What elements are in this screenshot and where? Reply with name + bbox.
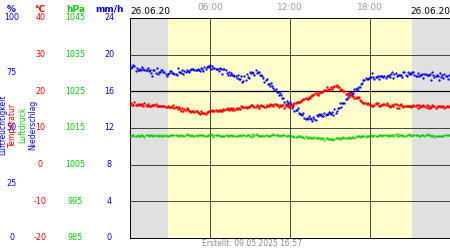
Text: 18:00: 18:00 <box>357 3 383 12</box>
Text: 1045: 1045 <box>65 14 86 22</box>
Text: -10: -10 <box>34 197 47 206</box>
Bar <box>412 18 450 238</box>
Text: Niederschlag: Niederschlag <box>29 100 38 150</box>
Text: mm/h: mm/h <box>95 4 123 14</box>
Text: 8: 8 <box>107 160 112 169</box>
Text: 50: 50 <box>7 124 17 132</box>
Text: hPa: hPa <box>66 4 85 14</box>
Text: 26.06.20: 26.06.20 <box>130 7 170 16</box>
Text: Luftdruck: Luftdruck <box>18 107 27 143</box>
Text: 20: 20 <box>35 87 45 96</box>
Text: 985: 985 <box>68 234 83 242</box>
Text: 100: 100 <box>4 14 19 22</box>
Text: 25: 25 <box>7 178 17 188</box>
Text: 1025: 1025 <box>65 87 86 96</box>
Text: 75: 75 <box>7 68 17 78</box>
Text: 1035: 1035 <box>65 50 86 59</box>
Text: 0: 0 <box>107 234 112 242</box>
Text: -20: -20 <box>34 234 47 242</box>
Bar <box>168 18 412 238</box>
Text: 10: 10 <box>35 124 45 132</box>
Text: 24: 24 <box>104 14 114 22</box>
Text: 12: 12 <box>104 124 114 132</box>
Text: 20: 20 <box>104 50 114 59</box>
Text: 0: 0 <box>9 234 14 242</box>
Text: 40: 40 <box>35 14 45 22</box>
Text: 30: 30 <box>35 50 45 59</box>
Text: 0: 0 <box>38 160 43 169</box>
Text: 4: 4 <box>107 197 112 206</box>
Text: °C: °C <box>35 4 46 14</box>
Text: 1005: 1005 <box>65 160 86 169</box>
Text: 16: 16 <box>104 87 114 96</box>
Text: Luftfeuchtigkeit: Luftfeuchtigkeit <box>0 95 8 155</box>
Text: 12:00: 12:00 <box>277 3 303 12</box>
Text: Erstellt: 09.05.2025 16:57: Erstellt: 09.05.2025 16:57 <box>202 240 302 248</box>
Text: 1015: 1015 <box>65 124 86 132</box>
Text: 26.06.20: 26.06.20 <box>410 7 450 16</box>
Text: Temperatur: Temperatur <box>8 103 17 147</box>
Bar <box>130 18 168 238</box>
Text: 995: 995 <box>68 197 83 206</box>
Text: %: % <box>7 4 16 14</box>
Text: 06:00: 06:00 <box>197 3 223 12</box>
